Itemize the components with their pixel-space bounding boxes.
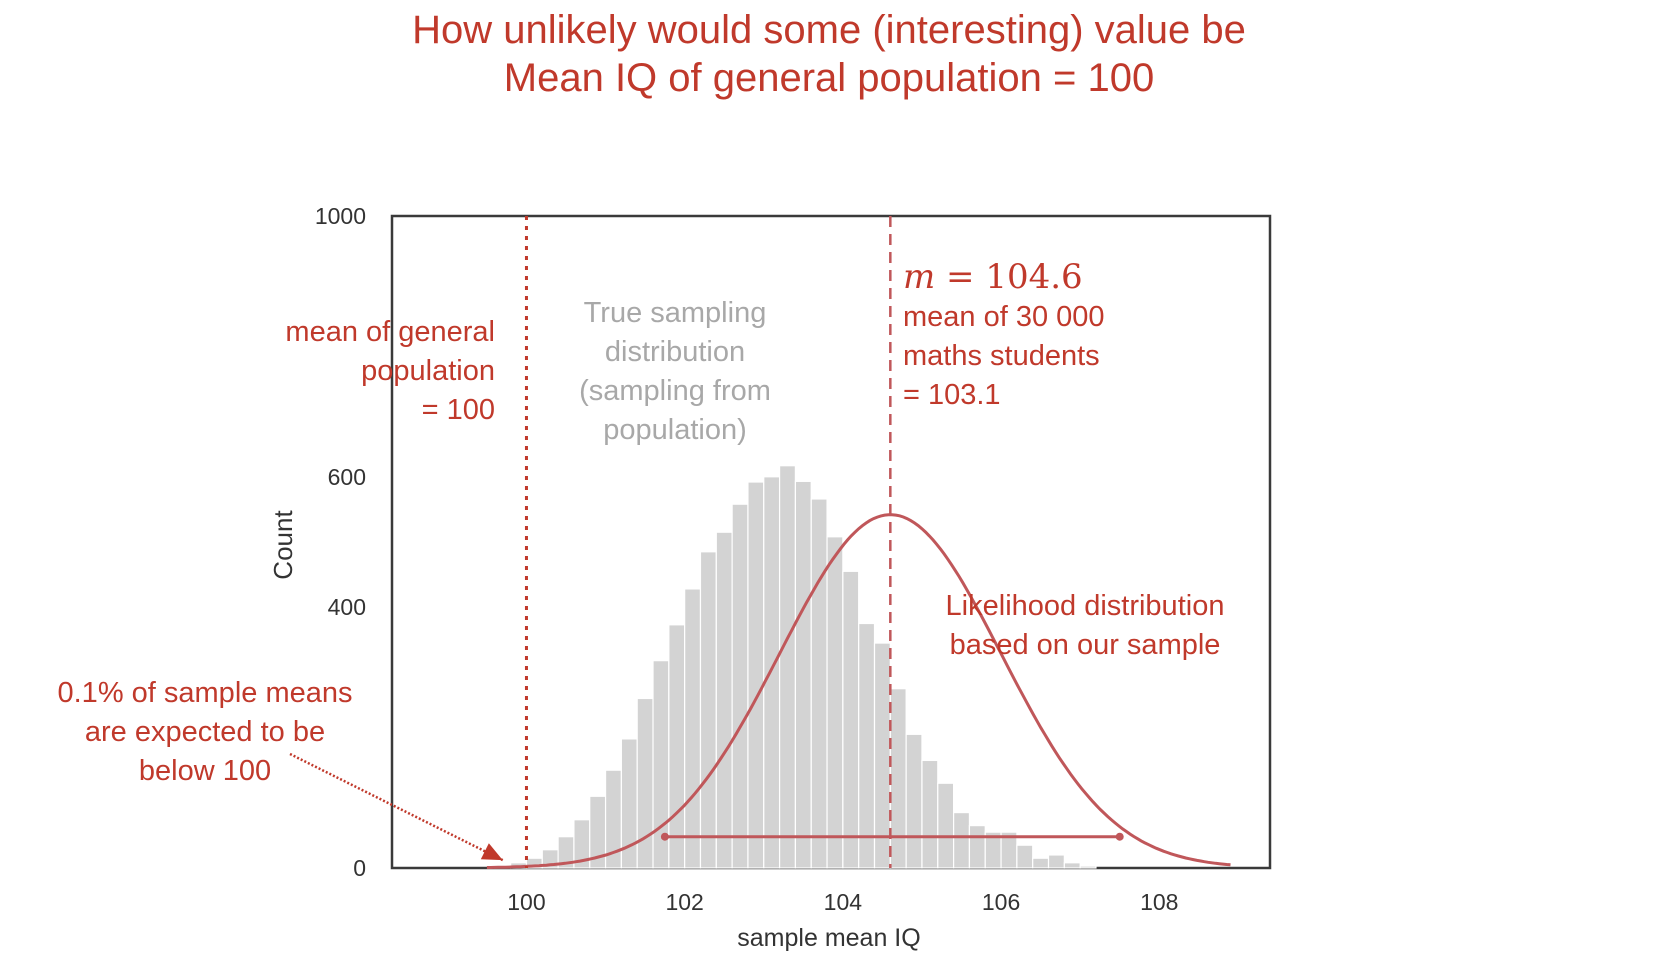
- population-mean-annotation: mean of general population = 100: [285, 316, 495, 426]
- y-tick-label: 0: [353, 855, 366, 881]
- histogram-bar: [731, 503, 749, 869]
- histogram-bar: [1063, 862, 1081, 869]
- likelihood-interval: [660, 832, 1124, 841]
- y-axis-label: Count: [268, 510, 298, 580]
- m-value: = 104.6: [935, 257, 1083, 297]
- y-axis-ticks: 0 400 600 1000: [315, 203, 366, 881]
- m-value-label: m = 104.6: [903, 258, 1083, 296]
- x-tick-label: 104: [824, 889, 863, 915]
- x-tick-label: 100: [507, 889, 545, 915]
- tail-arrow: [289, 752, 504, 862]
- histogram-bar: [826, 536, 844, 869]
- histogram-bar: [921, 759, 939, 869]
- true-sampling-annotation: True sampling distribution (sampling fro…: [579, 297, 771, 446]
- histogram-bar: [747, 481, 765, 869]
- likelihood-curve: [486, 513, 1231, 869]
- interval-endpoint: [1115, 832, 1124, 841]
- y-tick-label: 1000: [315, 203, 366, 229]
- histogram-bar: [1016, 844, 1034, 869]
- histogram-bar: [905, 733, 923, 869]
- histogram-bar: [763, 476, 781, 869]
- tail-probability-annotation: 0.1% of sample means are expected to be …: [57, 677, 353, 787]
- y-tick-label: 400: [328, 594, 366, 620]
- histogram-bar: [873, 642, 891, 869]
- likelihood-annotation: Likelihood distribution based on our sam…: [945, 590, 1225, 661]
- histogram-bar: [1047, 854, 1065, 869]
- histogram-bar: [842, 570, 860, 869]
- histogram-bar: [889, 688, 907, 869]
- y-tick-label: 600: [328, 464, 366, 490]
- m-symbol: m: [903, 257, 936, 297]
- histogram-bar: [778, 465, 797, 869]
- histogram-bar: [1032, 857, 1050, 869]
- histogram-bar: [953, 811, 971, 869]
- histogram-bar: [858, 622, 876, 869]
- histogram-bar: [715, 531, 733, 869]
- slide-title-line-1: How unlikely would some (interesting) va…: [412, 8, 1246, 52]
- histogram-bar: [1079, 865, 1097, 869]
- arrow-head: [480, 843, 503, 861]
- histogram-bar: [636, 697, 654, 869]
- histogram-bar: [684, 588, 702, 869]
- x-axis-label: sample mean IQ: [737, 924, 920, 952]
- histogram-bar: [668, 624, 686, 869]
- histogram-bars: [494, 465, 1097, 869]
- x-tick-label: 106: [982, 889, 1020, 915]
- x-tick-label: 102: [665, 889, 703, 915]
- histogram-bar: [699, 551, 717, 869]
- slide-title-line-2: Mean IQ of general population = 100: [503, 56, 1155, 100]
- histogram-bar: [794, 480, 812, 869]
- histogram-bar: [968, 825, 986, 869]
- x-axis-ticks: 100 102 104 106 108: [507, 889, 1178, 915]
- maths-students-annotation: mean of 30 000 maths students = 103.1: [903, 301, 1105, 411]
- histogram-bar: [810, 498, 828, 869]
- histogram-bar: [937, 782, 955, 869]
- interval-endpoint: [660, 832, 669, 841]
- x-tick-label: 108: [1140, 889, 1178, 915]
